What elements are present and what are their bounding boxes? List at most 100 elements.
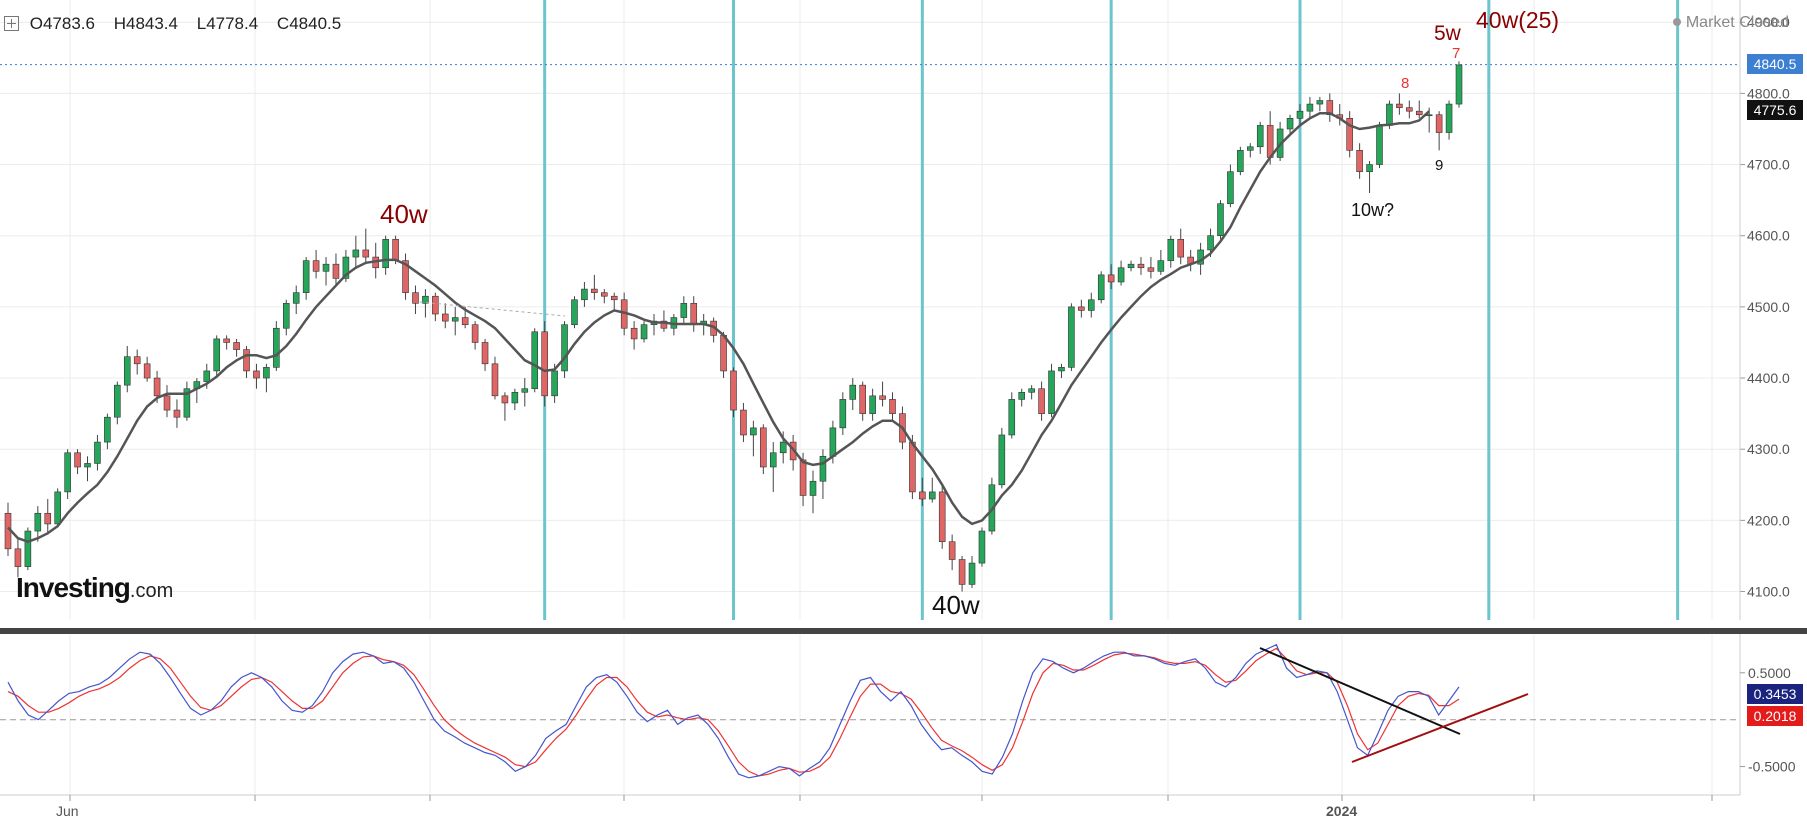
candle-up bbox=[1376, 125, 1383, 165]
candle-up bbox=[978, 530, 986, 564]
candle-up bbox=[1167, 238, 1175, 261]
candle-down bbox=[610, 295, 618, 301]
candle-down bbox=[312, 260, 320, 272]
panel-divider bbox=[0, 628, 1807, 634]
y-axis-tick-label: 4500.0 bbox=[1747, 299, 1790, 315]
candle-down bbox=[491, 363, 499, 397]
candle-up bbox=[282, 303, 290, 329]
candle-down bbox=[889, 399, 896, 414]
candle-down bbox=[1346, 118, 1353, 151]
candle-down bbox=[1078, 306, 1085, 311]
candle-up bbox=[1247, 146, 1254, 151]
candle-down bbox=[14, 548, 22, 567]
candle-down bbox=[412, 292, 419, 304]
candle-up bbox=[1256, 125, 1264, 148]
candle-up bbox=[640, 324, 648, 340]
candle-down bbox=[660, 320, 668, 329]
candle-up bbox=[1058, 367, 1065, 372]
candle-up bbox=[64, 452, 71, 493]
candle-up bbox=[104, 416, 111, 443]
candle-up bbox=[273, 327, 280, 368]
candle-down bbox=[760, 427, 767, 468]
candle-up bbox=[292, 292, 300, 304]
y-axis-tick-label: 4200.0 bbox=[1747, 512, 1790, 528]
x-axis-label: 2024 bbox=[1326, 803, 1357, 819]
candle-down bbox=[133, 356, 141, 365]
candle-down bbox=[153, 377, 161, 397]
osc-d-tag: 0.2018 bbox=[1747, 706, 1803, 726]
candle-down bbox=[1356, 150, 1363, 172]
market-status: Market Closed bbox=[1672, 14, 1789, 32]
close-value: 4840.5 bbox=[289, 14, 342, 33]
chart-annotation: 9 bbox=[1435, 157, 1443, 174]
candle-up bbox=[1316, 100, 1324, 105]
candle-down bbox=[481, 342, 489, 365]
candle-up bbox=[263, 367, 270, 379]
candle-down bbox=[1137, 263, 1145, 269]
candle-down bbox=[442, 313, 449, 322]
candle-down bbox=[601, 292, 608, 297]
candle-down bbox=[392, 238, 399, 261]
y-axis-tick-label: 4900.0 bbox=[1747, 14, 1790, 30]
candle-down bbox=[1177, 238, 1185, 258]
candle-up bbox=[1008, 399, 1016, 436]
candle-down bbox=[948, 541, 956, 560]
chart-annotation: 40w(25) bbox=[1476, 7, 1559, 33]
osc-support-trendline bbox=[1351, 693, 1529, 763]
close-label: C bbox=[276, 14, 290, 33]
y-axis-tick-label: 4600.0 bbox=[1747, 228, 1790, 244]
moving-average-line bbox=[7, 110, 1431, 544]
candle-up bbox=[123, 356, 131, 386]
candle-down bbox=[233, 342, 240, 350]
candle-up bbox=[849, 384, 857, 400]
candle-up bbox=[183, 388, 191, 418]
candle-down bbox=[1107, 274, 1115, 283]
ohlc-legend: O4783.6 H4843.4 L4778.4 C4840.5 bbox=[4, 14, 355, 34]
candle-down bbox=[859, 384, 866, 414]
candle-down bbox=[44, 512, 52, 525]
candle-up bbox=[769, 452, 777, 468]
candle-down bbox=[1415, 110, 1423, 116]
candle-up bbox=[322, 263, 330, 272]
candle-up bbox=[1117, 267, 1125, 283]
candle-down bbox=[958, 559, 966, 585]
y-axis-tick-label: 4100.0 bbox=[1747, 584, 1790, 600]
chart-annotation: 10w? bbox=[1351, 200, 1394, 220]
candle-up bbox=[680, 303, 688, 318]
x-axis-label: Jun bbox=[56, 803, 79, 819]
candle-up bbox=[1455, 64, 1463, 105]
chart-annotation: 8 bbox=[1401, 75, 1409, 92]
candle-down bbox=[143, 363, 151, 379]
candle-down bbox=[243, 349, 250, 372]
candle-down bbox=[919, 491, 926, 500]
candle-down bbox=[173, 409, 181, 418]
candle-up bbox=[1217, 203, 1224, 237]
candle-down bbox=[938, 491, 946, 543]
candle-down bbox=[1396, 103, 1403, 108]
candle-down bbox=[1435, 114, 1443, 133]
candle-up bbox=[1068, 306, 1075, 368]
chart-annotation: 40w bbox=[932, 590, 980, 620]
high-value: 4843.4 bbox=[125, 14, 178, 33]
low-value: 4778.4 bbox=[206, 14, 259, 33]
chart-annotation: 7 bbox=[1452, 45, 1460, 62]
candle-down bbox=[253, 370, 260, 379]
candle-up bbox=[203, 370, 211, 382]
candle-up bbox=[829, 427, 837, 457]
candle-up bbox=[839, 399, 847, 429]
osc-k-tag: 0.3453 bbox=[1747, 684, 1803, 704]
candle-up bbox=[869, 395, 876, 414]
candle-down bbox=[879, 395, 886, 400]
candle-down bbox=[730, 370, 737, 411]
last-price-tag: 4840.5 bbox=[1747, 54, 1803, 74]
candle-up bbox=[1286, 118, 1294, 130]
candle-down bbox=[223, 338, 230, 343]
expand-icon[interactable] bbox=[4, 16, 19, 31]
market-status-text: Market Closed bbox=[1685, 14, 1789, 31]
candle-down bbox=[1266, 125, 1274, 158]
candle-up bbox=[1366, 164, 1373, 172]
candle-up bbox=[779, 441, 787, 454]
candle-down bbox=[362, 249, 370, 258]
candle-up bbox=[24, 530, 32, 567]
candle-up bbox=[1237, 150, 1244, 172]
